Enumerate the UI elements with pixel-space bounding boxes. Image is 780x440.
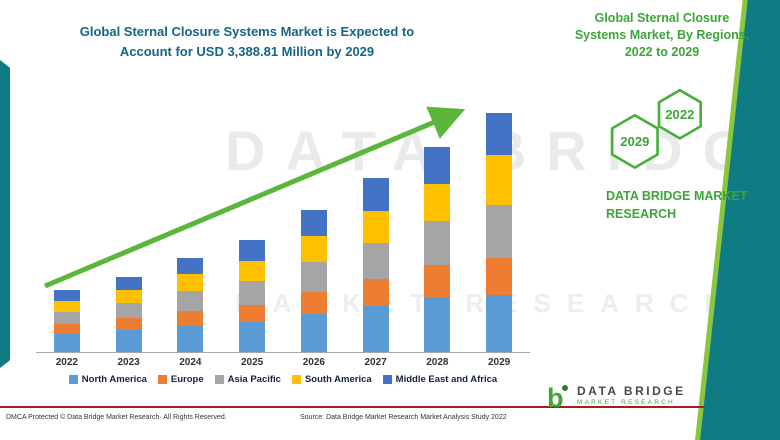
segment-middle-east-and-africa-2024 bbox=[177, 258, 204, 274]
main-title: Global Sternal Closure Systems Market is… bbox=[79, 24, 415, 59]
legend-item-europe: Europe bbox=[157, 374, 204, 385]
segment-south-america-2026 bbox=[300, 236, 327, 262]
chart-area bbox=[36, 100, 530, 353]
legend-swatch bbox=[382, 375, 392, 384]
segment-south-america-2022 bbox=[53, 301, 80, 312]
segment-north-america-2027 bbox=[362, 306, 389, 352]
legend-label: Europe bbox=[170, 374, 204, 385]
hexagon-badges: 2022 2029 bbox=[602, 86, 720, 181]
bar-2029 bbox=[486, 113, 513, 352]
brand-text: DATA BRIDGE MARKET RESEARCH bbox=[606, 189, 748, 221]
segment-asia-pacific-2023 bbox=[115, 303, 142, 318]
left-accent-strip bbox=[0, 60, 10, 368]
legend-item-south-america: South America bbox=[291, 374, 372, 385]
segment-south-america-2023 bbox=[115, 290, 142, 303]
legend-item-middle-east-and-africa: Middle East and Africa bbox=[382, 374, 498, 385]
segment-north-america-2023 bbox=[115, 330, 142, 352]
legend-label: South America bbox=[304, 374, 372, 385]
segment-south-america-2029 bbox=[486, 155, 513, 205]
segment-asia-pacific-2029 bbox=[486, 205, 513, 258]
segment-north-america-2022 bbox=[53, 334, 80, 352]
x-label-2023: 2023 bbox=[117, 357, 140, 368]
segment-asia-pacific-2028 bbox=[424, 221, 451, 265]
segment-north-america-2028 bbox=[424, 297, 451, 352]
hexagon-2022-label: 2022 bbox=[665, 107, 694, 122]
data-bridge-logo-icon: b bbox=[547, 383, 568, 411]
bar-2026 bbox=[300, 210, 327, 352]
segment-middle-east-and-africa-2022 bbox=[53, 290, 80, 301]
segment-asia-pacific-2024 bbox=[177, 291, 204, 311]
bar-2024 bbox=[177, 258, 204, 352]
legend-swatch bbox=[157, 375, 167, 384]
segment-middle-east-and-africa-2027 bbox=[362, 178, 389, 211]
segment-europe-2022 bbox=[53, 324, 80, 334]
segment-europe-2025 bbox=[239, 305, 266, 322]
segment-asia-pacific-2022 bbox=[53, 312, 80, 324]
segment-middle-east-and-africa-2026 bbox=[300, 210, 327, 236]
segment-europe-2027 bbox=[362, 279, 389, 306]
x-label-2029: 2029 bbox=[488, 357, 511, 368]
segment-south-america-2028 bbox=[424, 184, 451, 221]
segment-north-america-2025 bbox=[239, 322, 266, 352]
bar-2023 bbox=[115, 277, 142, 352]
segment-asia-pacific-2025 bbox=[239, 281, 266, 305]
legend-item-asia-pacific: Asia Pacific bbox=[214, 374, 281, 385]
legend-swatch bbox=[291, 375, 301, 384]
bars bbox=[36, 100, 530, 352]
legend-label: Asia Pacific bbox=[227, 374, 281, 385]
segment-europe-2023 bbox=[115, 318, 142, 330]
hexagon-2029-label: 2029 bbox=[620, 134, 649, 149]
svg-text:b: b bbox=[547, 383, 564, 411]
segment-europe-2028 bbox=[424, 265, 451, 297]
x-label-2025: 2025 bbox=[241, 357, 264, 368]
legend-swatch bbox=[214, 375, 224, 384]
segment-asia-pacific-2026 bbox=[300, 262, 327, 292]
x-label-2026: 2026 bbox=[302, 357, 325, 368]
dmca-notice: DMCA Protected © Data Bridge Market Rese… bbox=[6, 414, 227, 421]
segment-south-america-2024 bbox=[177, 274, 204, 291]
segment-south-america-2027 bbox=[362, 211, 389, 243]
segment-middle-east-and-africa-2025 bbox=[239, 240, 266, 261]
bar-2027 bbox=[362, 178, 389, 352]
segment-asia-pacific-2027 bbox=[362, 243, 389, 279]
data-bridge-logo: b DATA BRIDGE MARKET RESEARCH bbox=[545, 381, 686, 411]
bar-2028 bbox=[424, 147, 451, 352]
legend-label: Middle East and Africa bbox=[395, 374, 498, 385]
segment-middle-east-and-africa-2023 bbox=[115, 277, 142, 290]
legend-label: North America bbox=[81, 374, 147, 385]
x-label-2028: 2028 bbox=[426, 357, 449, 368]
segment-north-america-2024 bbox=[177, 326, 204, 352]
x-label-2027: 2027 bbox=[364, 357, 387, 368]
segment-europe-2024 bbox=[177, 311, 204, 326]
legend-swatch bbox=[68, 375, 78, 384]
hexagon-2022-badge bbox=[657, 88, 702, 140]
segment-south-america-2025 bbox=[239, 261, 266, 281]
logo-subtitle: MARKET RESEARCH bbox=[577, 399, 675, 407]
segment-middle-east-and-africa-2029 bbox=[486, 113, 513, 155]
hexagon-2029-badge bbox=[610, 113, 659, 170]
legend-item-north-america: North America bbox=[68, 374, 147, 385]
side-title: Global Sternal Closure Systems Market, B… bbox=[574, 11, 750, 59]
chart-legend: North America Europe Asia Pacific South Ame… bbox=[16, 374, 550, 385]
bar-2022 bbox=[53, 290, 80, 352]
segment-europe-2026 bbox=[300, 292, 327, 314]
hexagon-svg: 2022 2029 bbox=[610, 88, 702, 170]
footer-divider bbox=[0, 406, 780, 408]
x-axis-labels: 2022 2023 2024 2025 2026 2027 2028 2029 bbox=[36, 357, 530, 368]
segment-middle-east-and-africa-2028 bbox=[424, 147, 451, 184]
segment-north-america-2029 bbox=[486, 295, 513, 352]
bar-2025 bbox=[239, 240, 266, 352]
x-label-2024: 2024 bbox=[179, 357, 202, 368]
x-label-2022: 2022 bbox=[55, 357, 78, 368]
logo-title: DATA BRIDGE bbox=[577, 384, 686, 399]
source-note: Source: Data Bridge Market Research Mark… bbox=[300, 414, 507, 421]
segment-europe-2029 bbox=[486, 258, 513, 295]
segment-north-america-2026 bbox=[300, 314, 327, 352]
